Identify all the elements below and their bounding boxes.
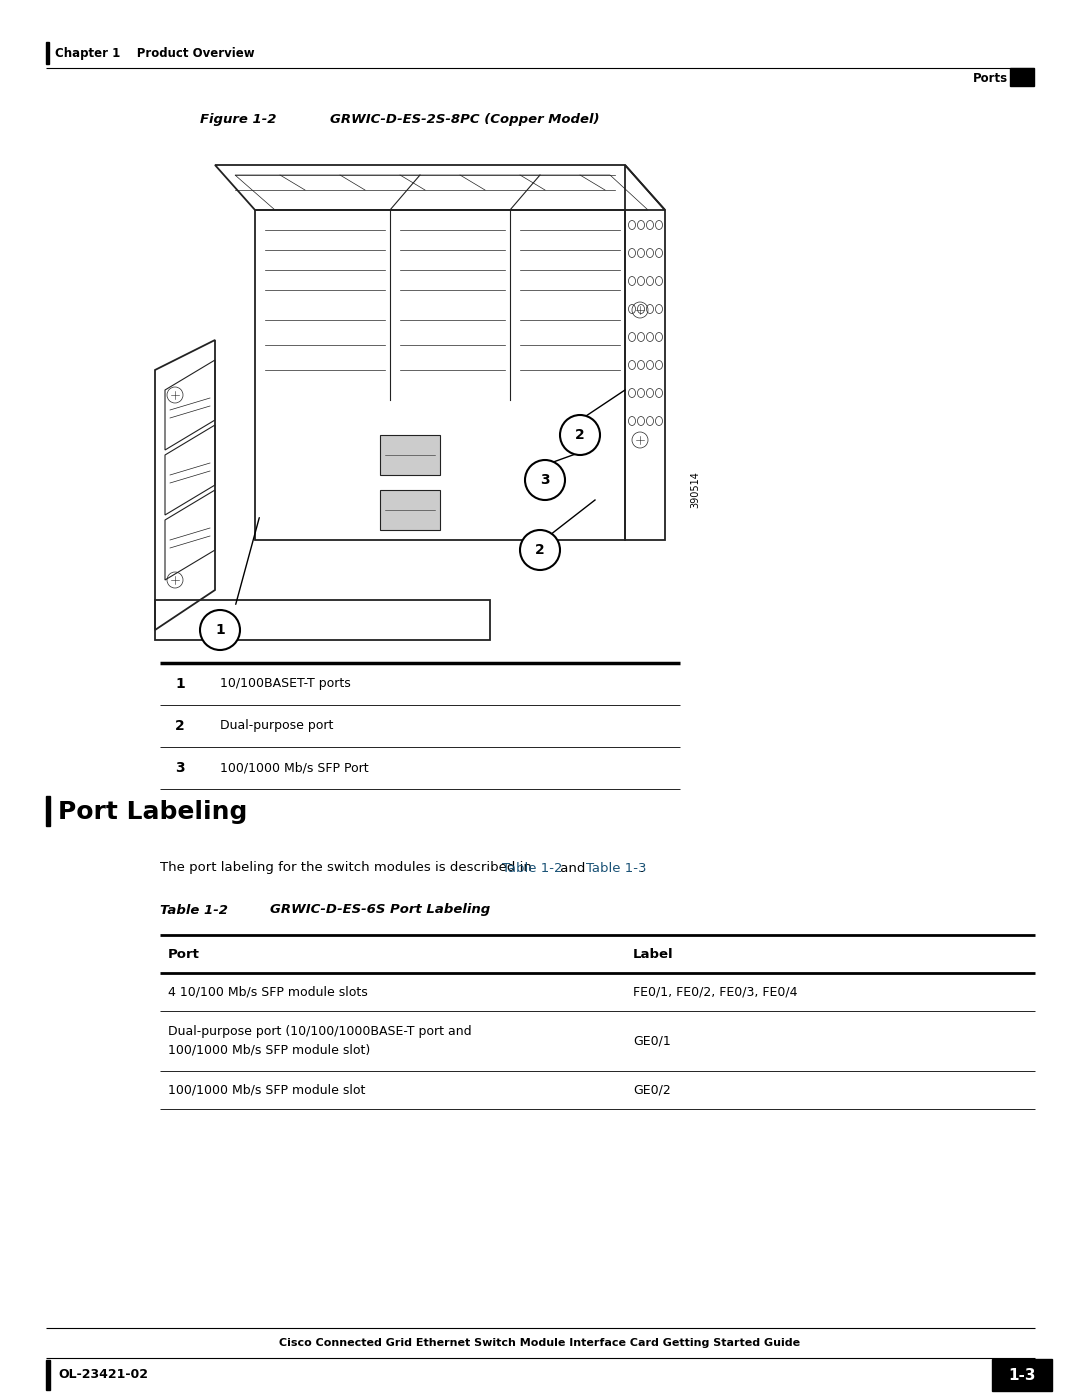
Text: 2: 2	[175, 719, 185, 733]
Text: Label: Label	[633, 947, 674, 961]
Text: 3: 3	[175, 761, 185, 775]
Bar	[46, 1361, 50, 1390]
Text: 100/1000 Mb/s SFP module slot: 100/1000 Mb/s SFP module slot	[168, 1084, 365, 1097]
Circle shape	[200, 610, 240, 650]
Text: 10/100BASET-T ports: 10/100BASET-T ports	[220, 678, 351, 690]
Text: 2: 2	[535, 543, 545, 557]
Text: Dual-purpose port (10/100/1000BASE-T port and
100/1000 Mb/s SFP module slot): Dual-purpose port (10/100/1000BASE-T por…	[168, 1025, 472, 1056]
Bar	[1010, 68, 1034, 87]
Text: GRWIC-D-ES-2S-8PC (Copper Model): GRWIC-D-ES-2S-8PC (Copper Model)	[330, 113, 599, 127]
Text: Figure 1-2: Figure 1-2	[200, 113, 276, 127]
Text: GE0/2: GE0/2	[633, 1084, 671, 1097]
Text: The port labeling for the switch modules is described in: The port labeling for the switch modules…	[160, 862, 536, 875]
Text: GE0/1: GE0/1	[633, 1035, 671, 1048]
Text: Table 1-2: Table 1-2	[160, 904, 228, 916]
Text: Cisco Connected Grid Ethernet Switch Module Interface Card Getting Started Guide: Cisco Connected Grid Ethernet Switch Mod…	[280, 1338, 800, 1348]
Text: 2: 2	[576, 427, 585, 441]
Text: 1: 1	[175, 678, 185, 692]
Text: 100/1000 Mb/s SFP Port: 100/1000 Mb/s SFP Port	[220, 761, 368, 774]
Text: OL-23421-02: OL-23421-02	[58, 1369, 148, 1382]
Text: 1-3: 1-3	[1009, 1368, 1036, 1383]
Text: Port: Port	[168, 947, 200, 961]
Text: Dual-purpose port: Dual-purpose port	[220, 719, 334, 732]
Bar	[993, 1359, 1052, 1391]
Text: Table 1-3: Table 1-3	[586, 862, 647, 875]
Text: 390514: 390514	[690, 472, 700, 509]
Text: .: .	[640, 862, 644, 875]
Bar	[46, 42, 49, 64]
Text: GRWIC-D-ES-6S Port Labeling: GRWIC-D-ES-6S Port Labeling	[270, 904, 490, 916]
Polygon shape	[380, 434, 440, 475]
Circle shape	[519, 529, 561, 570]
Text: Table 1-2: Table 1-2	[502, 862, 563, 875]
Text: 1: 1	[215, 623, 225, 637]
Polygon shape	[380, 490, 440, 529]
Text: Chapter 1    Product Overview: Chapter 1 Product Overview	[55, 46, 255, 60]
Text: and: and	[556, 862, 590, 875]
Text: Ports: Ports	[973, 71, 1008, 84]
Text: FE0/1, FE0/2, FE0/3, FE0/4: FE0/1, FE0/2, FE0/3, FE0/4	[633, 985, 797, 999]
Circle shape	[525, 460, 565, 500]
Text: 4 10/100 Mb/s SFP module slots: 4 10/100 Mb/s SFP module slots	[168, 985, 368, 999]
Bar	[46, 796, 50, 826]
Text: Port Labeling: Port Labeling	[58, 800, 247, 824]
Circle shape	[561, 415, 600, 455]
Text: 3: 3	[540, 474, 550, 488]
